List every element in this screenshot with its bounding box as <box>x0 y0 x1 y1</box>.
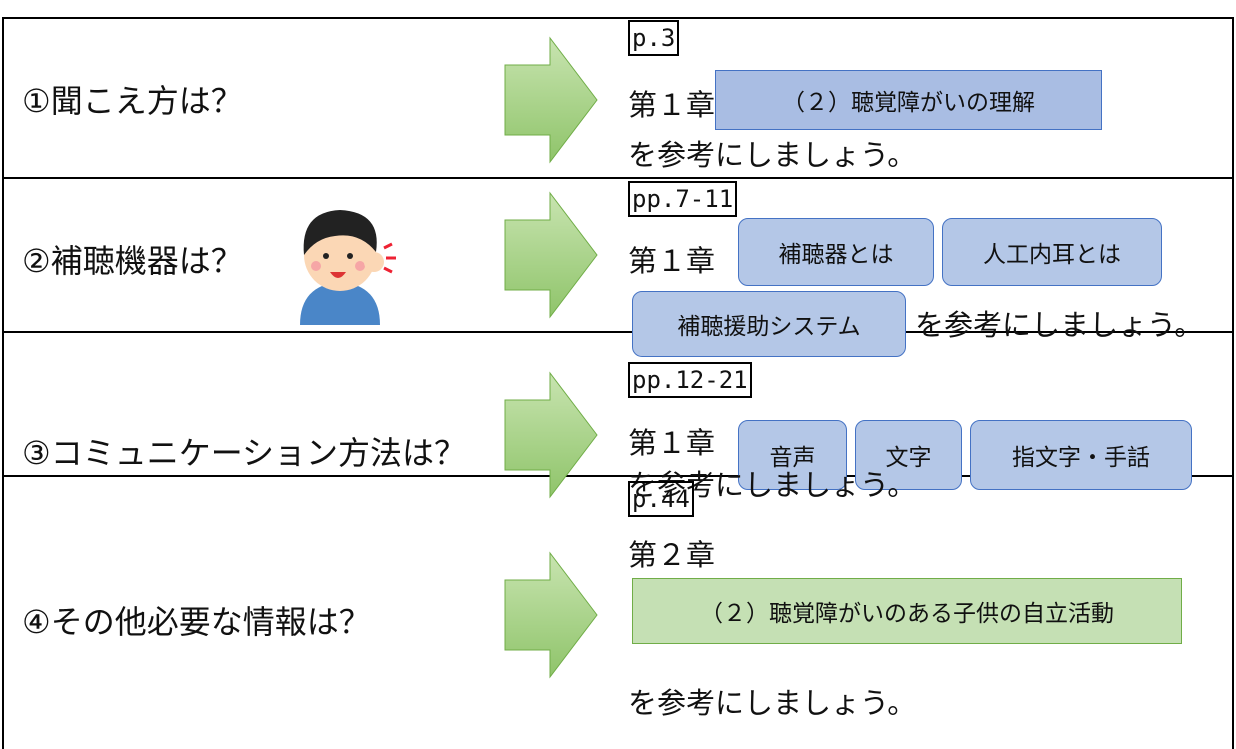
link-button[interactable]: （２）聴覚障がいのある子供の自立活動 <box>632 578 1182 644</box>
table-border <box>2 475 1234 477</box>
link-button[interactable]: 人工内耳とは <box>942 218 1162 286</box>
page-ref: p.44 <box>628 481 694 517</box>
question: ②補聴機器は？ <box>22 242 243 280</box>
link-button[interactable]: 音声 <box>738 420 847 490</box>
link-button[interactable]: 指文字・手話 <box>970 420 1192 490</box>
suffix: を参考にしましょう。 <box>628 686 917 720</box>
chapter: 第１章 <box>628 88 716 122</box>
suffix: を参考にしましょう。 <box>628 138 917 172</box>
question: ④その他必要な情報は？ <box>22 603 371 641</box>
arrow <box>504 36 598 164</box>
arrow <box>504 191 598 319</box>
table-border <box>1232 18 1234 749</box>
boy-illustration <box>300 210 396 325</box>
chapter: 第２章 <box>628 538 716 572</box>
suffix: を参考にしましょう。 <box>628 468 917 502</box>
link-button[interactable]: （２）聴覚障がいの理解 <box>715 70 1102 130</box>
link-button[interactable]: 補聴器とは <box>738 218 934 286</box>
question: ①聞こえ方は？ <box>22 82 243 120</box>
table-border <box>2 177 1234 179</box>
page-ref: p.3 <box>628 20 680 56</box>
link-button[interactable]: 補聴援助システム <box>632 291 906 357</box>
table-border <box>2 17 1234 19</box>
chapter: 第１章 <box>628 244 716 278</box>
table-border <box>2 18 4 749</box>
arrow <box>504 551 598 679</box>
question: ③コミュニケーション方法は？ <box>22 434 467 472</box>
page-ref: pp.12-21 <box>628 362 752 398</box>
arrow <box>504 371 598 499</box>
chapter: 第１章 <box>628 426 716 460</box>
suffix: を参考にしましょう。 <box>915 308 1204 342</box>
table-border <box>2 331 1234 333</box>
link-button[interactable]: 文字 <box>855 420 962 490</box>
page-ref: pp.7-11 <box>628 181 738 217</box>
